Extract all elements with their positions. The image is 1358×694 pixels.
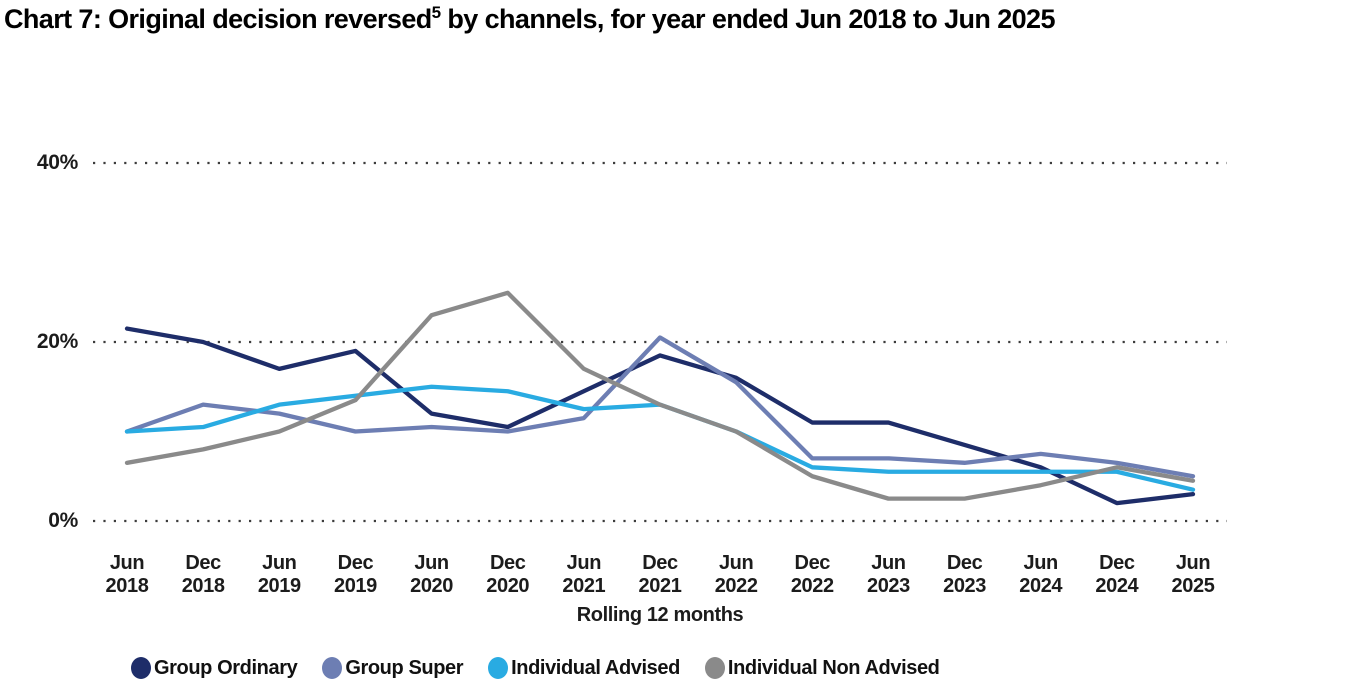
x-axis-title: Rolling 12 months [576,604,744,626]
series-line-group-ordinary [124,326,1196,506]
y-tick-label-20-: 20% [36,330,78,353]
legend-item-individual-non-advised: Individual Non Advised [704,656,940,680]
x-tick-label-jun-2020: Jun 2020 [410,552,454,597]
x-tick-label-jun-2023: Jun 2023 [866,552,910,597]
x-tick-label-dec-2021: Dec 2021 [638,552,682,597]
x-tick-label-jun-2019: Jun 2019 [257,552,301,597]
x-tick-label-jun-2021: Jun 2021 [562,552,606,597]
chart-title: Chart 7: Original decision reversed5 by … [4,4,1358,35]
footnote-marker: 5 [431,3,441,22]
legend-marker-individual-advised [488,657,509,679]
series-line-individual-advised [124,384,1196,492]
legend-marker-group-ordinary [131,657,151,679]
legend-label-group-super: Group Super [345,656,464,679]
chart-title-text: Chart 7: Original decision reversed [4,4,432,34]
legend-label-individual-advised: Individual Advised [511,656,680,679]
series-line-individual-non-advised [124,290,1196,501]
legend-marker-group-super [322,657,343,679]
x-tick-label-jun-2024: Jun 2024 [1019,552,1063,597]
x-tick-label-dec-2023: Dec 2023 [943,552,987,597]
chart-title-suffix: by channels, for year ended Jun 2018 to … [440,4,1055,34]
legend-item-group-super: Group Super [322,656,464,680]
legend-marker-individual-non-advised [704,657,725,679]
legend-label-group-ordinary: Group Ordinary [154,656,298,679]
x-tick-label-dec-2024: Dec 2024 [1095,552,1139,597]
legend-label-individual-non-advised: Individual Non Advised [727,656,940,679]
x-tick-label-jun-2018: Jun 2018 [105,552,149,597]
x-tick-label-dec-2019: Dec 2019 [333,552,377,597]
y-tick-label-0-: 0% [48,509,78,532]
x-tick-label-dec-2022: Dec 2022 [790,552,834,597]
y-tick-label-40-: 40% [36,151,78,174]
legend: Group Ordinary Group Super Individual Advi… [131,654,940,682]
x-tick-label-jun-2022: Jun 2022 [714,552,758,597]
x-tick-label-dec-2020: Dec 2020 [486,552,530,597]
x-tick-label-dec-2018: Dec 2018 [181,552,225,597]
legend-item-individual-advised: Individual Advised [488,657,680,680]
x-tick-label-jun-2025: Jun 2025 [1171,552,1215,597]
legend-item-group-ordinary: Group Ordinary [131,656,298,680]
